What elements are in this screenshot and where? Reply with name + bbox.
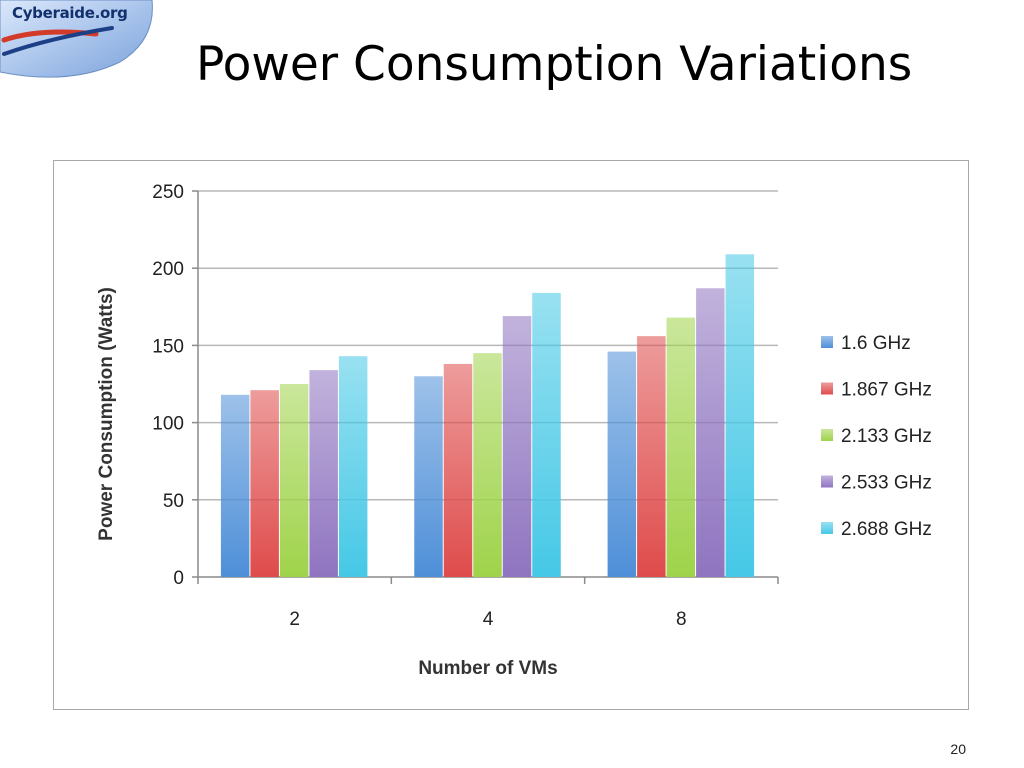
bar xyxy=(637,336,666,577)
logo-graphic xyxy=(0,0,153,78)
x-tick-label: 2 xyxy=(289,609,300,630)
y-tick-label: 200 xyxy=(152,259,184,280)
bar xyxy=(443,363,473,577)
bar-chart: 0 50 100 150 200 250 2 4 8 Number of VMs Power Con… xyxy=(96,182,932,679)
legend-label: 2.133 GHz xyxy=(841,426,932,447)
bar xyxy=(502,316,532,577)
chart-frame: 0 50 100 150 200 250 2 4 8 Number of VMs Power Con… xyxy=(53,160,969,710)
y-tick-label: 150 xyxy=(152,336,184,357)
legend-swatch xyxy=(821,475,833,488)
bar xyxy=(279,384,309,577)
y-tick-label: 100 xyxy=(152,414,184,435)
slide-title: Power Consumption Variations xyxy=(196,37,913,92)
legend-label: 1.6 GHz xyxy=(841,333,911,354)
bar xyxy=(414,376,443,577)
bar xyxy=(696,288,725,577)
bar xyxy=(473,353,502,577)
bar xyxy=(338,356,368,577)
y-tick-label: 250 xyxy=(152,182,184,203)
logo-text: Cyberaide.org xyxy=(12,4,128,22)
bar xyxy=(250,390,279,577)
legend-label: 2.533 GHz xyxy=(841,473,932,494)
bar xyxy=(532,292,561,577)
bar xyxy=(220,394,250,577)
y-tick-label: 0 xyxy=(173,568,184,589)
x-axis-title: Number of VMs xyxy=(418,658,557,679)
legend-swatch xyxy=(821,429,833,441)
legend-swatch xyxy=(821,522,833,534)
legend-swatch xyxy=(821,382,833,395)
legend-swatch xyxy=(821,336,833,348)
y-tick-label: 50 xyxy=(163,491,184,512)
x-tick-label: 4 xyxy=(483,609,494,630)
bar xyxy=(666,317,696,577)
cyberaide-logo: Cyberaide.org xyxy=(0,0,158,80)
legend-label: 2.688 GHz xyxy=(841,519,932,540)
bar xyxy=(309,370,338,577)
bar xyxy=(725,254,755,577)
bar xyxy=(607,351,637,577)
x-tick-label: 8 xyxy=(676,609,687,630)
y-axis-title: Power Consumption (Watts) xyxy=(96,287,117,541)
page-number: 20 xyxy=(950,741,966,757)
legend-label: 1.867 GHz xyxy=(841,380,932,401)
